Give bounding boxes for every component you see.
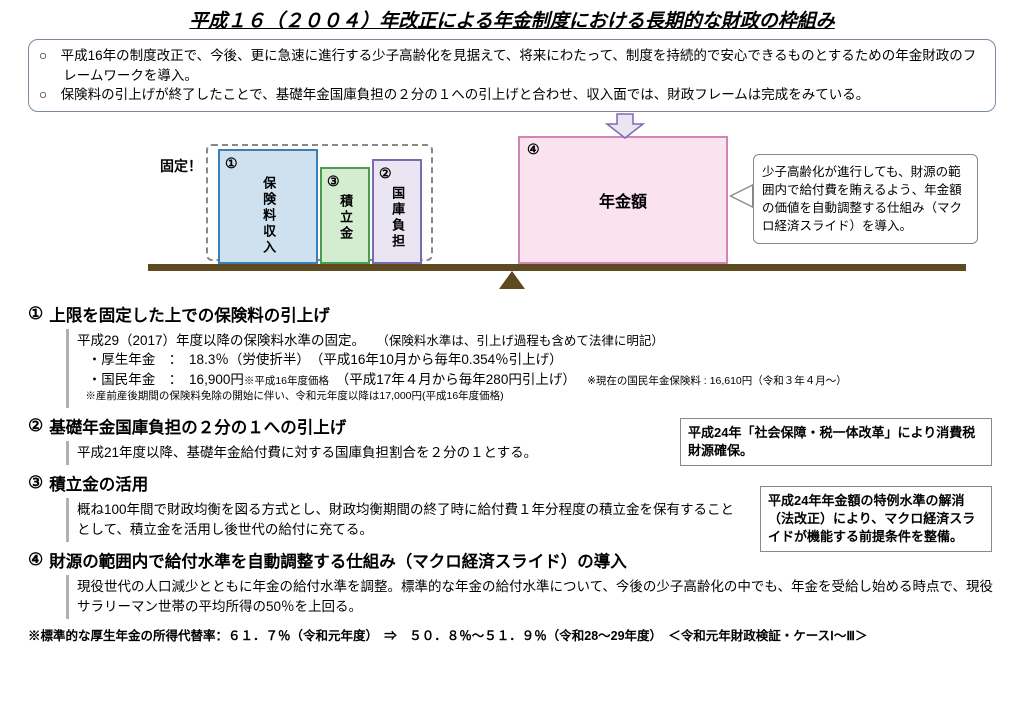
balance-fulcrum xyxy=(499,271,525,289)
box-number-4: ④ xyxy=(525,141,540,158)
fixed-label: 固定！ xyxy=(160,156,202,176)
balance-beam xyxy=(148,264,966,271)
footnote: ※標準的な厚生年金の所得代替率：６１．７％（令和元年度） ⇒ ５０．８％～５１．… xyxy=(28,625,996,644)
box-label-treasury: 国庫負担 xyxy=(388,186,406,250)
circled-4-icon: ④ xyxy=(28,550,43,570)
sidebox-tax-reform: 平成24年「社会保障・税一体改革」により消費税財源確保。 xyxy=(680,418,992,466)
section-1-head: ① 上限を固定した上での保険料の引上げ xyxy=(28,302,996,326)
section-4-title: 財源の範囲内で給付水準を自動調整する仕組み（マクロ経済スライド）の導入 xyxy=(49,548,627,572)
sec1-line3a: ・国民年金 ： 16,900円 xyxy=(88,372,244,387)
sidebox-macro-slide-prereq: 平成24年年金額の特例水準の解消（法改正）により、マクロ経済スライドが機能する前… xyxy=(760,486,992,553)
intro-box: ○ 平成16年の制度改正で、今後、更に急速に進行する少子高齢化を見据えて、将来に… xyxy=(28,39,996,112)
sec1-line3b: ※平成16年度価格 xyxy=(244,375,329,387)
intro-line-2: ○ 保険料の引上げが終了したことで、基礎年金国庫負担の２分の１への引上げと合わせ… xyxy=(39,85,985,105)
sections: ① 上限を固定した上での保険料の引上げ 平成29（2017）年度以降の保険料水準… xyxy=(28,302,996,620)
balance-diagram: 固定！ ① 保険料収入 ③ 積立金 ② 国庫負担 ④ 年金額 少子高齢化が進行し… xyxy=(28,116,996,296)
box-label-pension: 年金額 xyxy=(599,188,647,212)
circled-1-icon: ① xyxy=(28,304,43,324)
box-number-3: ③ xyxy=(325,173,340,190)
section-1-body: 平成29（2017）年度以降の保険料水準の固定。 （保険料水準は、引上げ過程も含… xyxy=(66,329,996,408)
sec1-line1a: 平成29（2017）年度以降の保険料水準の固定。 xyxy=(77,333,365,348)
box-premium-income: ① 保険料収入 xyxy=(218,149,318,264)
callout-arrow-icon xyxy=(729,184,753,208)
section-4-body: 現役世代の人口減少とともに年金の給付水準を調整。標準的な年金の給付水準について、… xyxy=(66,575,996,619)
sec1-line3c: （平成17年４月から毎年280円引上げ） xyxy=(329,372,576,387)
section-1-title: 上限を固定した上での保険料の引上げ xyxy=(49,302,330,326)
box-treasury-burden: ② 国庫負担 xyxy=(372,159,422,264)
box-number-1: ① xyxy=(223,155,238,172)
sec1-line3d: ※現在の国民年金保険料 : 16,610円（令和３年４月～） xyxy=(587,375,847,387)
sec1-line2: ・厚生年金 ： 18.3％（労使折半） （平成16年10月から毎年0.354％引… xyxy=(77,350,996,370)
circled-2-icon: ② xyxy=(28,416,43,436)
section-3-body: 概ね100年間で財政均衡を図る方式とし、財政均衡期間の終了時に給付費１年分程度の… xyxy=(66,498,736,542)
circled-3-icon: ③ xyxy=(28,473,43,493)
sec1-line4: ※産前産後期間の保険料免除の開始に伴い、令和元年度以降は17,000円(平成16… xyxy=(77,389,996,404)
section-3-title: 積立金の活用 xyxy=(49,471,148,495)
macro-slide-callout: 少子高齢化が進行しても、財源の範囲内で給付費を賄えるよう、年金額の価値を自動調整… xyxy=(753,154,978,245)
sec1-line1b: （保険料水準は、引上げ過程も含めて法律に明記） xyxy=(376,334,664,348)
box-label-reserve: 積立金 xyxy=(336,194,354,242)
box-pension-amount: ④ 年金額 xyxy=(518,136,728,264)
box-number-2: ② xyxy=(377,165,392,182)
intro-line-1: ○ 平成16年の制度改正で、今後、更に急速に進行する少子高齢化を見据えて、将来に… xyxy=(39,46,985,85)
page-title: 平成１６（２００４）年改正による年金制度における長期的な財政の枠組み xyxy=(0,0,1024,37)
section-2-title: 基礎年金国庫負担の２分の１への引上げ xyxy=(49,414,346,438)
box-reserve-fund: ③ 積立金 xyxy=(320,167,370,264)
box-label-premium: 保険料収入 xyxy=(259,176,277,256)
down-arrow-icon xyxy=(600,112,650,142)
